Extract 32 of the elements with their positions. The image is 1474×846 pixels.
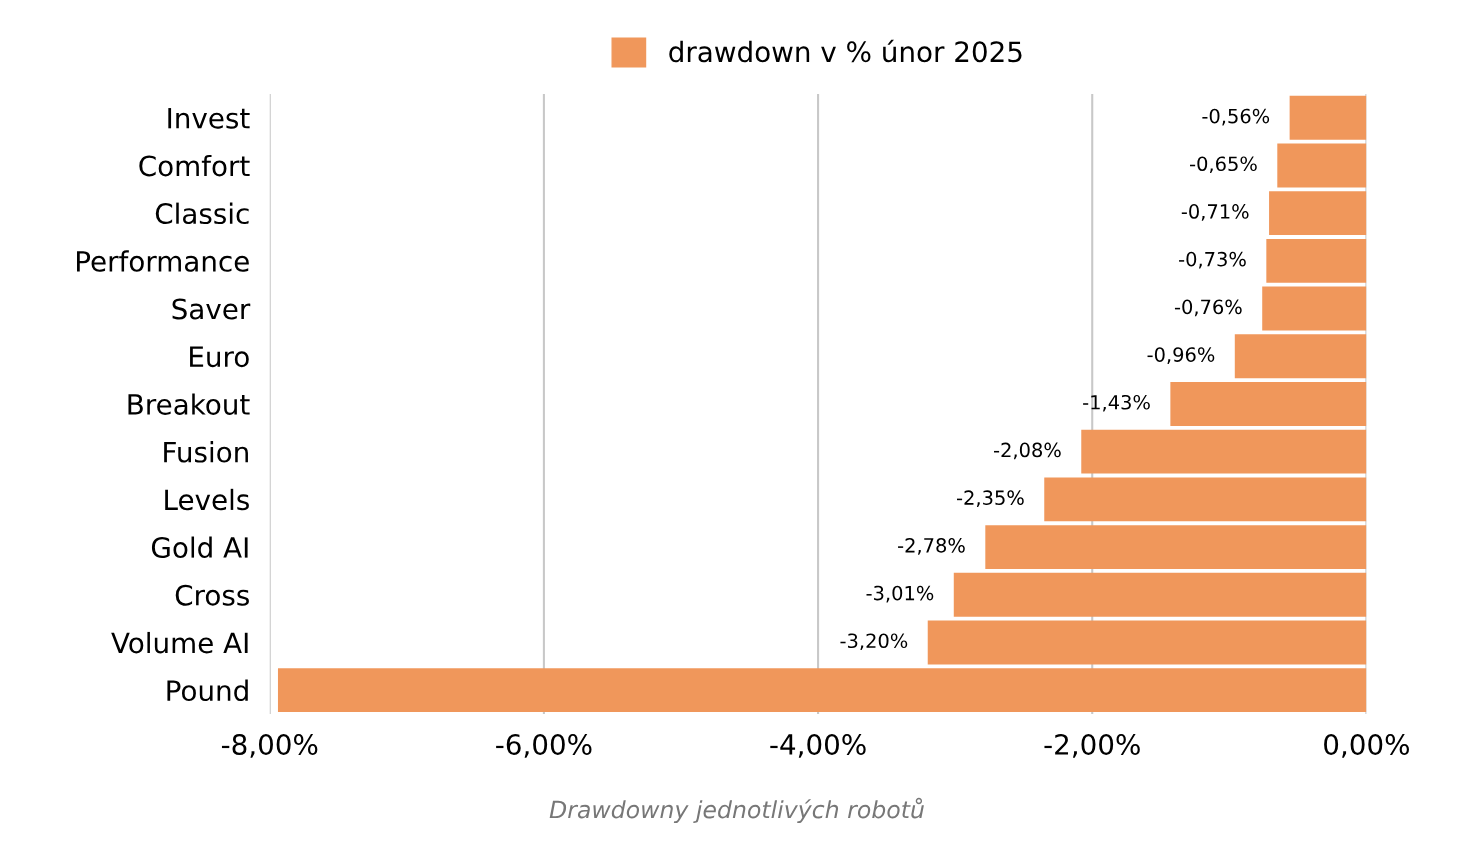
y-tick-label: Performance xyxy=(77,250,249,272)
x-tick-label: -4,00% xyxy=(770,733,866,758)
x-tick-label: 0,00% xyxy=(1324,733,1409,758)
data-label: -1,43% xyxy=(1083,394,1150,412)
y-tick-label: Gold AI xyxy=(151,536,248,559)
data-label: -0,56% xyxy=(1202,108,1270,126)
y-tick-label: Levels xyxy=(165,488,249,511)
x-tick-label: -6,00% xyxy=(496,733,592,758)
y-tick-label: Classic xyxy=(155,202,249,225)
data-label: -0,96% xyxy=(1147,347,1215,364)
y-tick-label: Pound xyxy=(167,679,248,702)
data-label: -3,20% xyxy=(840,633,908,651)
text: Drawdowny jednotlivých robotů xyxy=(549,797,924,823)
data-label: -0,73% xyxy=(1179,251,1246,269)
data-label: -0,76% xyxy=(1174,299,1242,317)
data-label: -0,65% xyxy=(1190,156,1257,174)
y-tick-label: Saver xyxy=(172,298,251,320)
x-tick-label: -2,00% xyxy=(1044,733,1140,758)
y-tick-label: Fusion xyxy=(164,441,248,463)
legend-label: drawdown v % únor 2025 xyxy=(669,39,1022,63)
data-label: -2,35% xyxy=(956,490,1024,507)
y-tick-label: Euro xyxy=(190,346,249,368)
data-label: -3,01% xyxy=(866,585,934,603)
data-label: -0,71% xyxy=(1181,204,1249,221)
y-tick-label: Volume AI xyxy=(111,631,248,654)
x-tick-label: -8,00% xyxy=(221,733,318,758)
data-label: -2,78% xyxy=(898,538,965,555)
y-tick-label: Invest xyxy=(168,108,250,129)
y-tick-label: Cross xyxy=(175,584,249,606)
y-tick-label: Comfort xyxy=(139,154,250,177)
data-label: -2,08% xyxy=(993,442,1061,460)
y-tick-label: Breakout xyxy=(128,393,250,415)
